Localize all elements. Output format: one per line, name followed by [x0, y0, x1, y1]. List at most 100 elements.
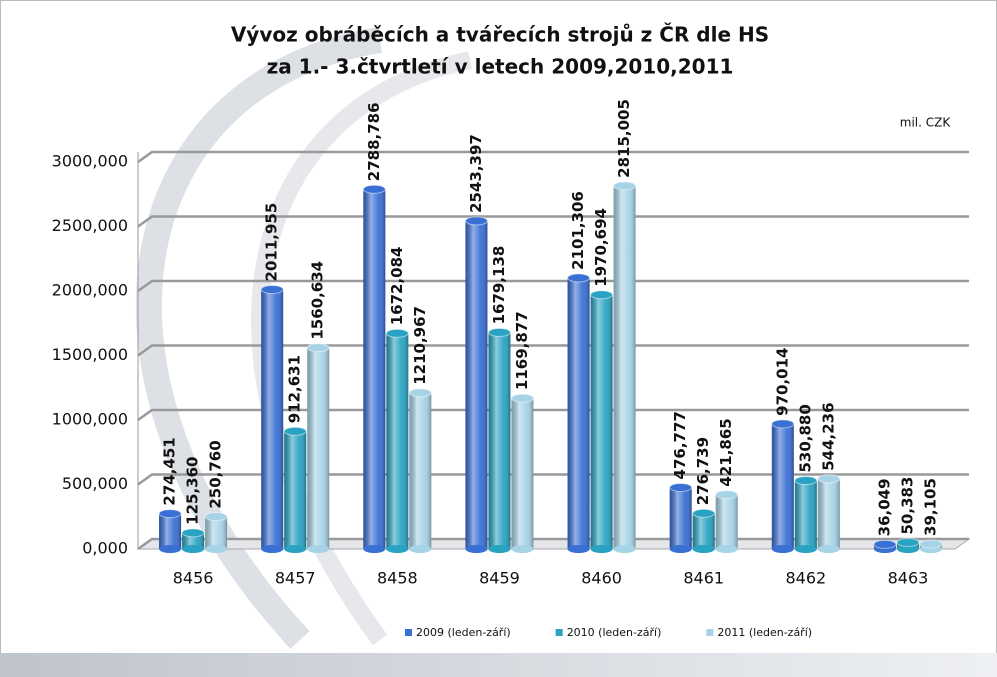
bar-shine [567, 277, 590, 549]
bar-shine [771, 423, 794, 549]
grid-line [137, 408, 969, 422]
bar-shine [182, 532, 205, 549]
data-label: 250,760 [207, 440, 225, 508]
legend-swatch [405, 629, 412, 636]
bar-base [817, 545, 840, 553]
x-tick-label: 8459 [479, 569, 520, 588]
bar-shine [409, 392, 432, 549]
data-label: 476,777 [671, 411, 689, 479]
bar-base [386, 545, 409, 553]
bar-shine [511, 398, 534, 549]
data-label: 1560,634 [309, 261, 327, 340]
bar-base [794, 545, 817, 553]
data-label: 2543,397 [467, 134, 485, 213]
bar-base [715, 545, 738, 553]
bar-shine [261, 289, 284, 549]
legend-label: 2010 (leden-září) [567, 626, 662, 639]
y-tick-label: 1000,000 [52, 410, 128, 429]
x-tick-label: 8462 [785, 569, 826, 588]
bar-base [465, 545, 488, 553]
bar-base [613, 545, 636, 553]
chart-subtitle: za 1.- 3.čtvrtletí v letech 2009,2010,20… [267, 55, 734, 79]
bar-shine [284, 431, 307, 549]
data-label: 1672,084 [388, 247, 406, 326]
data-label: 912,631 [286, 355, 304, 423]
data-label: 421,865 [717, 418, 735, 486]
grid-line [137, 279, 969, 293]
y-tick-label: 2500,000 [52, 216, 128, 235]
bar-top [510, 393, 534, 403]
decor-band [0, 653, 997, 677]
bar-base [896, 545, 919, 553]
bar-top [487, 327, 511, 337]
bar-base [159, 545, 182, 553]
data-label: 2815,005 [615, 99, 633, 178]
x-tick-label: 8457 [275, 569, 316, 588]
unit-label: mil. CZK [900, 116, 952, 130]
bar-top [362, 184, 386, 194]
bar-top [715, 490, 739, 500]
x-tick-label: 8460 [581, 569, 622, 588]
grid-line [137, 215, 969, 228]
bar-shine [613, 185, 636, 549]
bar-top [181, 528, 205, 538]
chart-title: Vývoz obráběcích a tvářecích strojů z ČR… [231, 23, 769, 47]
bar-shine [715, 494, 738, 549]
bar-top [306, 343, 330, 353]
bar-shine [794, 480, 817, 549]
legend-swatch [706, 629, 714, 636]
y-tick-label: 3000,000 [52, 152, 128, 171]
data-label: 125,360 [184, 457, 202, 525]
x-tick-label: 8456 [173, 569, 214, 588]
bar-shine [205, 516, 228, 549]
data-label: 2101,306 [569, 191, 587, 270]
data-label: 530,880 [796, 404, 814, 472]
bar-base [205, 545, 228, 553]
data-label: 1970,694 [592, 208, 610, 287]
bar-top [817, 474, 841, 484]
bar-top [794, 476, 818, 486]
bar-top [283, 426, 307, 436]
bar-base [307, 545, 330, 553]
bar-top [613, 181, 637, 191]
bar-top [385, 328, 409, 338]
bar-shine [159, 513, 182, 549]
bar-top [919, 539, 943, 549]
bar-top [204, 512, 228, 522]
bar-top [692, 508, 716, 518]
data-label: 2011,955 [263, 203, 281, 282]
bar-shine [465, 220, 488, 549]
bar-shine [363, 189, 386, 549]
grid-line [137, 344, 969, 357]
bar-shine [669, 487, 692, 549]
data-label: 274,451 [161, 437, 179, 505]
bar-base [590, 545, 613, 553]
y-tick-label: 500,000 [62, 474, 128, 493]
legend-label: 2011 (leden-září) [717, 626, 812, 639]
bar-shine [488, 332, 511, 549]
data-label: 1679,138 [490, 246, 508, 325]
data-label: 2788,786 [365, 102, 383, 181]
bar-top [590, 290, 614, 300]
bar-base [511, 545, 534, 553]
bar-base [409, 545, 432, 553]
bar-shine [817, 478, 840, 549]
data-label: 36,049 [875, 478, 893, 536]
data-label: 276,739 [694, 437, 712, 505]
bar-shine [307, 347, 330, 549]
bar-base [363, 545, 386, 553]
bar-base [182, 545, 205, 553]
data-label: 1210,967 [411, 306, 429, 385]
y-tick-label: 2000,000 [52, 281, 128, 300]
bar-base [567, 545, 590, 553]
data-label: 1169,877 [513, 311, 531, 390]
bar-shine [692, 513, 715, 549]
bar-top [896, 538, 920, 548]
bar-top [158, 509, 182, 519]
legend-label: 2009 (leden-září) [416, 626, 511, 639]
grid-line [137, 150, 969, 164]
bar-shine [386, 333, 409, 549]
bar-top [873, 539, 897, 549]
bar-base [284, 545, 307, 553]
data-label: 50,383 [898, 477, 916, 535]
